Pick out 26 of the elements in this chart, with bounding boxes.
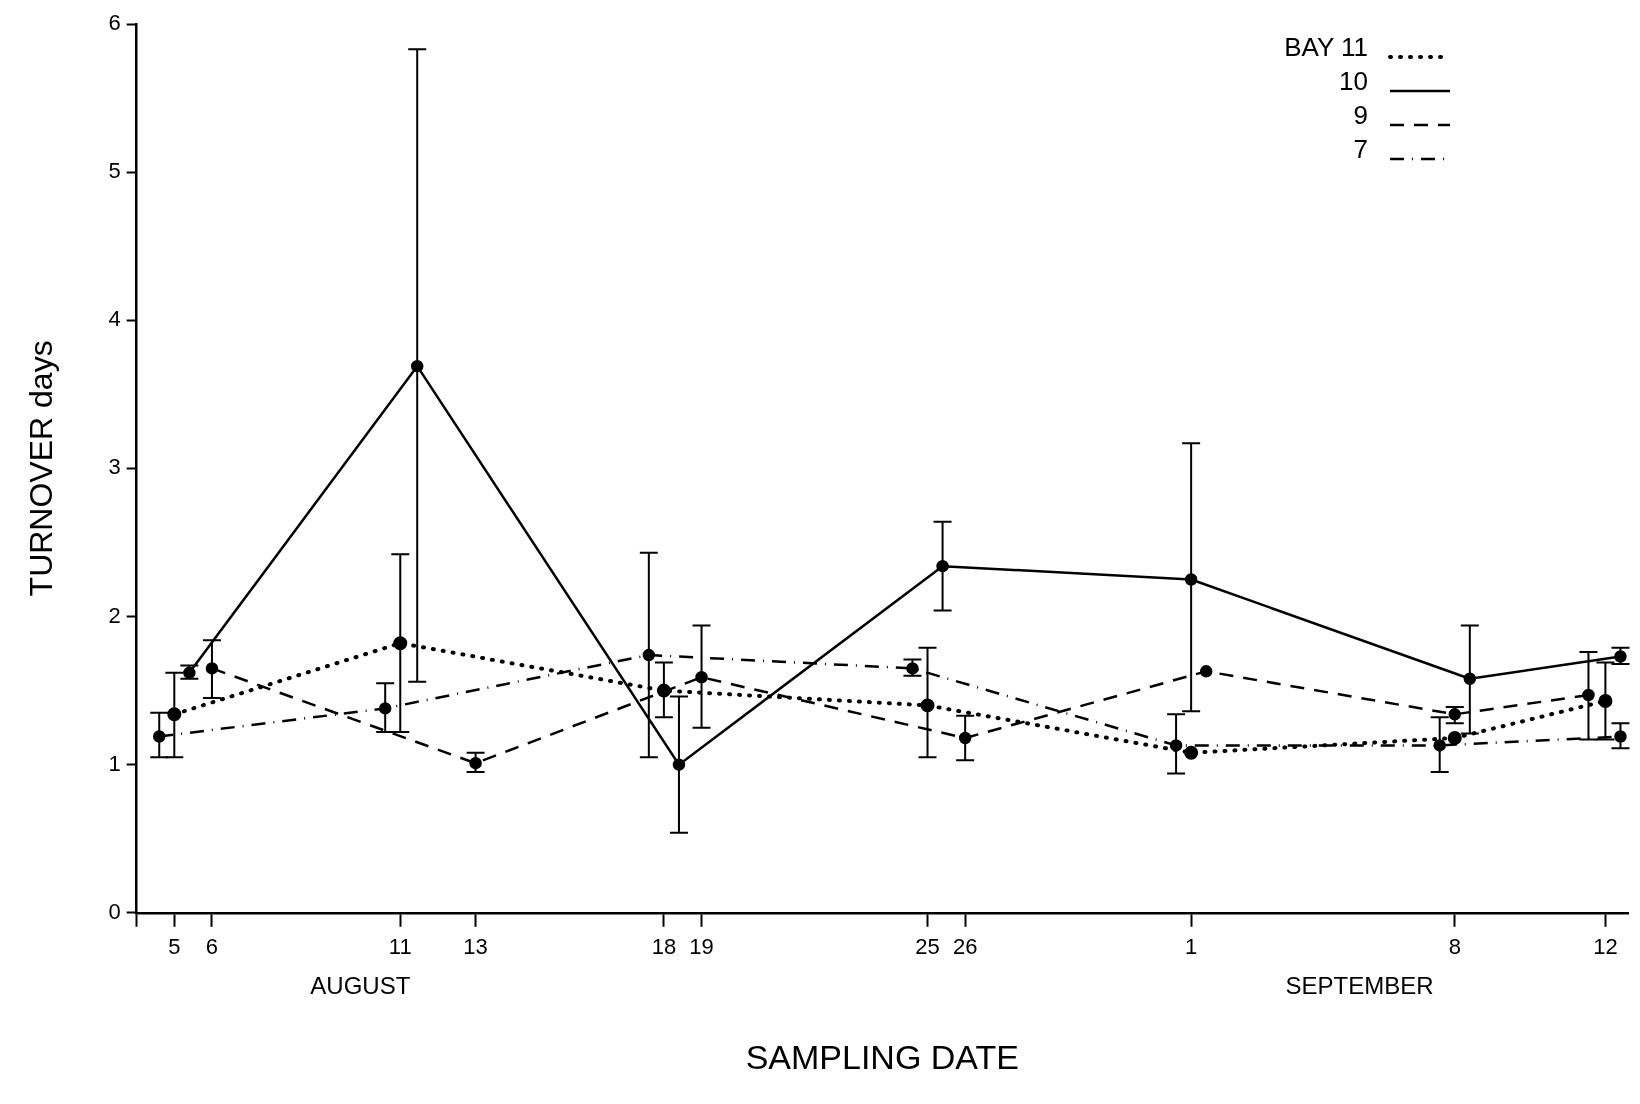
x-tick-label: 25 bbox=[915, 934, 940, 960]
x-tick-label: 26 bbox=[952, 934, 978, 960]
x-tick-label: 5 bbox=[168, 934, 181, 960]
x-tick-label: 13 bbox=[463, 934, 488, 960]
y-tick-label: 1 bbox=[108, 750, 121, 776]
x-tick-label: 12 bbox=[1593, 934, 1618, 960]
x-tick-label: 11 bbox=[388, 934, 412, 960]
legend-label: 9 bbox=[1353, 100, 1368, 131]
legend-label: 7 bbox=[1353, 134, 1368, 165]
x-tick-label: 18 bbox=[651, 934, 677, 960]
y-tick-label: 2 bbox=[108, 602, 121, 628]
x-tick-label: 6 bbox=[205, 934, 219, 960]
x-tick-label: 1 bbox=[1185, 934, 1198, 960]
y-tick-label: 0 bbox=[108, 898, 121, 924]
x-tick-label: 8 bbox=[1448, 934, 1461, 960]
text: SEPTEMBER bbox=[1285, 972, 1434, 1000]
y-tick-label: 5 bbox=[108, 158, 121, 184]
y-tick-label: 3 bbox=[108, 454, 121, 480]
legend-label: 10 bbox=[1339, 66, 1368, 97]
legend-label: BAY 11 bbox=[1284, 32, 1368, 63]
y-tick-label: 6 bbox=[108, 10, 121, 36]
text: AUGUST bbox=[310, 972, 411, 1000]
x-tick-label: 19 bbox=[689, 934, 714, 960]
x-axis-title: SAMPLING DATE bbox=[745, 1037, 1019, 1076]
y-axis-title: TURNOVER days bbox=[23, 340, 60, 597]
y-tick-label: 4 bbox=[108, 306, 121, 332]
